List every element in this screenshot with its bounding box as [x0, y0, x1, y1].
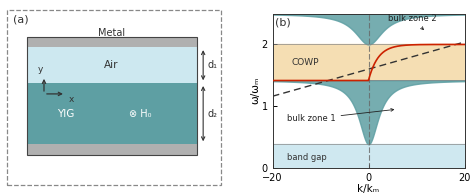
X-axis label: k/kₘ: k/kₘ: [357, 184, 380, 194]
Bar: [27, 47, 197, 83]
Bar: [27, 144, 197, 155]
Text: bulk zone 2: bulk zone 2: [388, 14, 437, 30]
Text: Metal: Metal: [98, 28, 125, 38]
Text: x: x: [69, 95, 74, 104]
Bar: [27, 83, 197, 144]
Text: d₁: d₁: [208, 60, 218, 70]
Text: y: y: [38, 65, 44, 74]
Text: Air: Air: [104, 60, 119, 70]
Bar: [273, 144, 465, 168]
Text: ⊗ H₀: ⊗ H₀: [128, 109, 151, 119]
Text: bulk zone 1: bulk zone 1: [287, 108, 393, 123]
Text: YIG: YIG: [57, 109, 74, 119]
Y-axis label: ω/ωₘ: ω/ωₘ: [250, 77, 260, 104]
Bar: [273, 44, 465, 80]
Text: (a): (a): [13, 15, 29, 25]
Bar: [27, 36, 197, 155]
Bar: [27, 36, 197, 47]
Text: band gap: band gap: [287, 153, 327, 162]
Text: d₂: d₂: [208, 109, 218, 119]
Text: COWP: COWP: [292, 58, 319, 67]
Text: (b): (b): [275, 17, 291, 27]
